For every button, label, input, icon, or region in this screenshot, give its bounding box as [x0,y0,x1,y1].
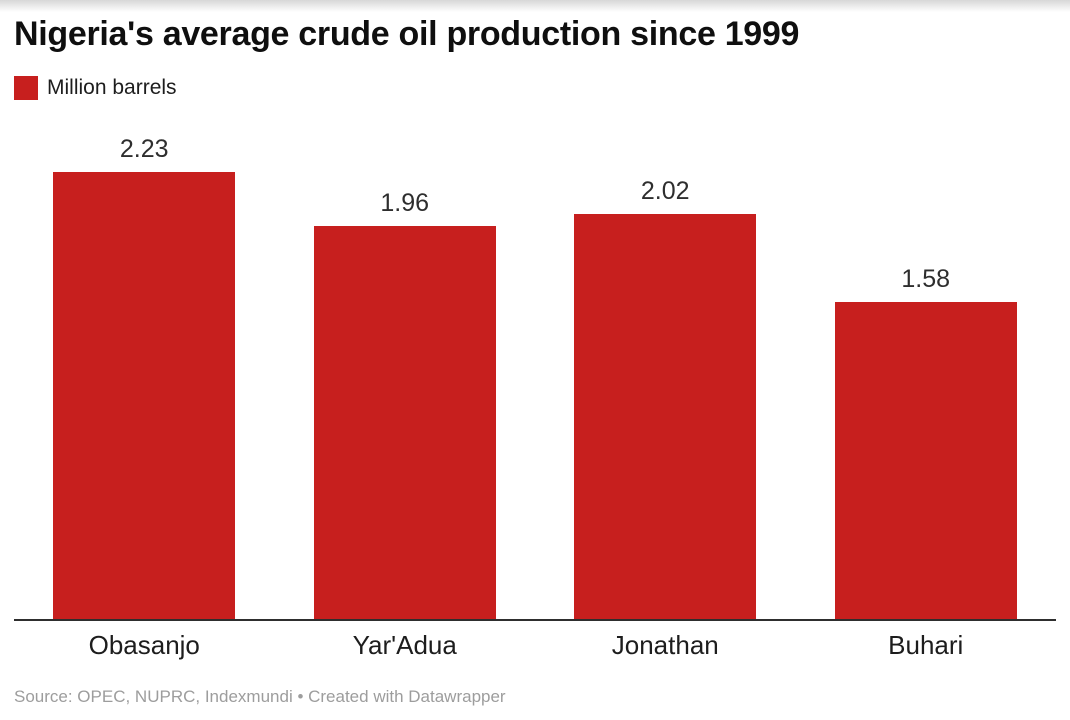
chart-title: Nigeria's average crude oil production s… [14,15,800,53]
legend: Million barrels [14,76,1056,100]
bar-obasanjo [53,172,236,619]
legend-label: Million barrels [47,76,177,99]
bar-value-label-buhari: 1.58 [901,265,951,294]
bar-plot: 2.23 1.96 2.02 1.58 [14,130,1056,621]
x-axis-label-buhari: Buhari [888,630,964,660]
x-axis-label-yar-adua: Yar'Adua [352,630,457,660]
bar-slot-buhari: 1.58 [796,130,1057,619]
x-axis-label-jonathan: Jonathan [611,630,719,660]
bar-buhari [834,302,1017,619]
bar-yar-adua [313,226,496,619]
footer-attribution: Source: OPEC, NUPRC, Indexmundi • Create… [14,687,506,706]
bar-slot-jonathan: 2.02 [535,130,796,619]
legend-color-swatch [14,76,38,100]
x-axis-labels: Obasanjo Yar'Adua Jonathan Buhari [14,629,1056,661]
bar-value-label-yar-adua: 1.96 [380,189,430,218]
bar-value-label-jonathan: 2.02 [640,177,690,206]
bar-jonathan [574,214,757,619]
bar-slot-obasanjo: 2.23 [14,130,275,619]
bar-value-label-obasanjo: 2.23 [119,135,169,164]
bar-slot-yar-adua: 1.96 [275,130,536,619]
x-axis-label-obasanjo: Obasanjo [88,630,200,660]
